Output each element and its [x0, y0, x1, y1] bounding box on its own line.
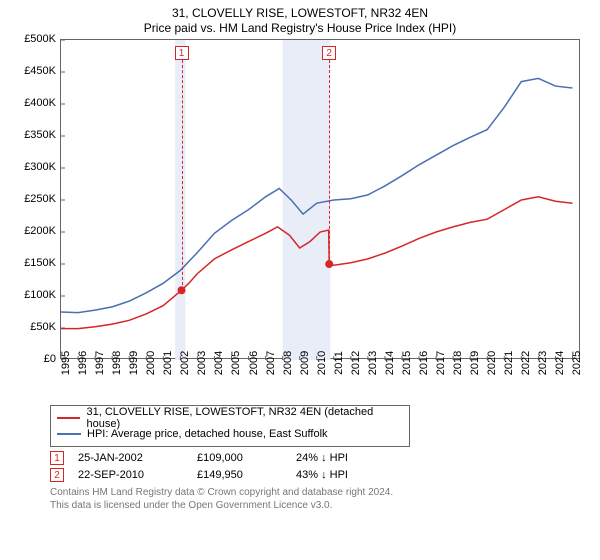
- y-tick-label: £150K: [10, 257, 56, 269]
- x-tick-label: 2004: [213, 351, 225, 375]
- y-tick-label: £250K: [10, 193, 56, 205]
- x-tick-label: 1998: [111, 351, 123, 375]
- x-tick-label: 2008: [282, 351, 294, 375]
- x-tick-label: 2013: [367, 351, 379, 375]
- credits-line1: Contains HM Land Registry data © Crown c…: [50, 486, 590, 499]
- sale-row-marker: 1: [50, 451, 64, 465]
- title-block: 31, CLOVELLY RISE, LOWESTOFT, NR32 4EN P…: [10, 6, 590, 35]
- x-tick-label: 2020: [486, 351, 498, 375]
- x-tick-label: 2006: [248, 351, 260, 375]
- x-tick-label: 2019: [469, 351, 481, 375]
- plot-wrapper: £0 £50K £100K £150K £200K £250K £300K £350K £400…: [10, 39, 590, 399]
- legend-box: 31, CLOVELLY RISE, LOWESTOFT, NR32 4EN (…: [50, 405, 410, 447]
- x-tick-label: 1999: [128, 351, 140, 375]
- x-tick-label: 2024: [554, 351, 566, 375]
- legend-swatch-hpi: [57, 433, 81, 435]
- title-subtitle: Price paid vs. HM Land Registry's House …: [10, 21, 590, 35]
- x-tick-label: 2021: [503, 351, 515, 375]
- x-tick-label: 2016: [418, 351, 430, 375]
- x-tick-label: 2005: [230, 351, 242, 375]
- x-tick-label: 2010: [316, 351, 328, 375]
- x-tick-label: 2025: [571, 351, 583, 375]
- x-tick-label: 2015: [401, 351, 413, 375]
- x-tick-label: 1995: [60, 351, 72, 375]
- sale-marker-1: 1: [175, 46, 189, 60]
- x-tick-label: 2007: [265, 351, 277, 375]
- x-tick-label: 2000: [145, 351, 157, 375]
- y-tick-label: £500K: [10, 33, 56, 45]
- x-tick-label: 2014: [384, 351, 396, 375]
- x-tick-label: 1996: [77, 351, 89, 375]
- legend-row-property: 31, CLOVELLY RISE, LOWESTOFT, NR32 4EN (…: [57, 410, 403, 426]
- sale-row-marker: 2: [50, 468, 64, 482]
- x-tick-label: 2023: [537, 351, 549, 375]
- x-tick-label: 2012: [350, 351, 362, 375]
- x-tick-label: 2002: [179, 351, 191, 375]
- y-tick-label: £0: [10, 353, 56, 365]
- chart-container: 31, CLOVELLY RISE, LOWESTOFT, NR32 4EN P…: [0, 0, 600, 560]
- y-tick-label: £300K: [10, 161, 56, 173]
- x-tick-label: 2009: [299, 351, 311, 375]
- x-tick-label: 2001: [162, 351, 174, 375]
- y-tick-label: £400K: [10, 97, 56, 109]
- x-tick-label: 2018: [452, 351, 464, 375]
- x-tick-label: 2003: [196, 351, 208, 375]
- y-tick-label: £450K: [10, 65, 56, 77]
- sale-row-price: £149,950: [197, 469, 282, 481]
- sale-marker-2: 2: [322, 46, 336, 60]
- sales-block: 1 25-JAN-2002 £109,000 24% ↓ HPI 2 22-SEP-201…: [10, 451, 590, 482]
- sale-row-hpi: 24% ↓ HPI: [296, 452, 386, 464]
- y-tick-label: £200K: [10, 225, 56, 237]
- credits-line2: This data is licensed under the Open Gov…: [50, 499, 590, 512]
- x-tick-label: 2011: [333, 351, 345, 375]
- legend-label-property: 31, CLOVELLY RISE, LOWESTOFT, NR32 4EN (…: [86, 406, 403, 430]
- y-tick-label: £100K: [10, 289, 56, 301]
- y-tick-label: £350K: [10, 129, 56, 141]
- sale-row: 2 22-SEP-2010 £149,950 43% ↓ HPI: [50, 468, 590, 482]
- legend-label-hpi: HPI: Average price, detached house, East…: [87, 428, 328, 440]
- sale-row-price: £109,000: [197, 452, 282, 464]
- credits-block: Contains HM Land Registry data © Crown c…: [50, 486, 590, 512]
- legend-swatch-property: [57, 417, 80, 419]
- sale-row: 1 25-JAN-2002 £109,000 24% ↓ HPI: [50, 451, 590, 465]
- title-address: 31, CLOVELLY RISE, LOWESTOFT, NR32 4EN: [10, 6, 590, 20]
- sale-row-date: 25-JAN-2002: [78, 452, 183, 464]
- plot-area: 12: [60, 39, 580, 359]
- plot-svg: [61, 40, 581, 360]
- x-tick-label: 1997: [94, 351, 106, 375]
- y-tick-label: £50K: [10, 321, 56, 333]
- sale-row-hpi: 43% ↓ HPI: [296, 469, 386, 481]
- sale-row-date: 22-SEP-2010: [78, 469, 183, 481]
- x-tick-label: 2022: [520, 351, 532, 375]
- x-tick-label: 2017: [435, 351, 447, 375]
